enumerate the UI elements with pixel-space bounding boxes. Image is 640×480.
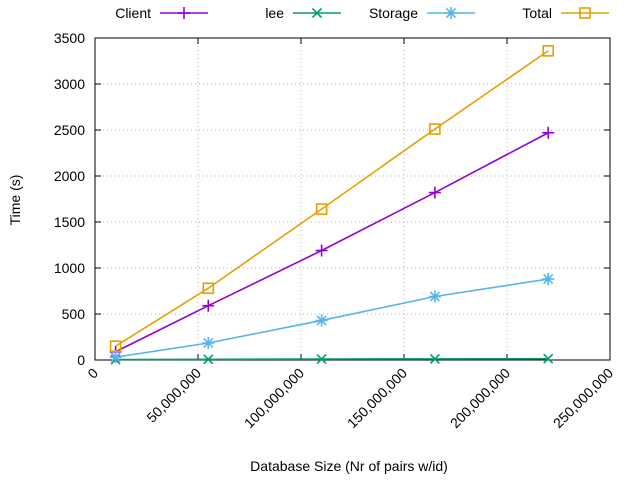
series-line-total [115, 50, 549, 347]
data-point-total [315, 203, 328, 215]
series-line-lee [115, 357, 549, 361]
legend-marker-total [579, 7, 591, 19]
legend-label-storage: Storage [369, 5, 418, 21]
data-point-storage [202, 336, 215, 349]
data-point-client [315, 244, 328, 257]
data-point-client [202, 299, 215, 312]
x-tick-label: 200,000,000 [447, 365, 514, 432]
series-layer [109, 45, 555, 365]
legend-label-lee: lee [265, 5, 284, 21]
y-tick-label: 0 [77, 352, 85, 368]
data-point-total [429, 123, 441, 135]
legend-marker-client [178, 7, 190, 19]
data-point-storage [109, 351, 122, 364]
y-tick-label: 2500 [54, 122, 85, 138]
y-tick-label: 1500 [54, 214, 85, 230]
y-tick-label: 500 [62, 306, 86, 322]
data-point-lee [316, 354, 327, 365]
legend-marker-lee [311, 7, 323, 19]
data-point-total [202, 282, 215, 295]
legend: Client lee Storage Total [115, 5, 609, 21]
y-axis-label: Time (s) [7, 175, 23, 226]
x-tick-label: 50,000,000 [143, 365, 204, 426]
plot-frame [94, 37, 611, 361]
x-tick-label: 0 [84, 365, 101, 382]
y-tick-label: 3500 [54, 30, 85, 46]
y-tick-label: 3000 [54, 76, 85, 92]
y-tick-label: 1000 [54, 260, 85, 276]
axis-ticks: 0 500 1000 1500 2000 2500 3000 3500 0 50,000,000 1… [54, 30, 616, 431]
data-point-storage [428, 290, 441, 303]
x-axis-label: Database Size (Nr of pairs w/id) [250, 458, 448, 474]
data-point-lee [543, 353, 554, 364]
data-point-client [542, 126, 555, 139]
legend-marker-storage [445, 7, 457, 19]
x-tick-label: 100,000,000 [241, 365, 308, 432]
legend-label-client: Client [115, 5, 151, 21]
legend-label-total: Total [522, 5, 552, 21]
x-tick-label: 250,000,000 [550, 365, 617, 432]
data-point-storage [542, 273, 555, 286]
grid-lines [95, 38, 610, 360]
data-point-lee [429, 353, 440, 364]
series-line-storage [115, 278, 549, 359]
y-tick-label: 2000 [54, 168, 85, 184]
data-point-lee [203, 354, 214, 365]
data-point-total [542, 45, 555, 57]
data-point-client [428, 186, 441, 199]
data-point-storage [315, 314, 328, 327]
x-tick-label: 150,000,000 [344, 365, 411, 432]
data-point-total [109, 340, 122, 353]
